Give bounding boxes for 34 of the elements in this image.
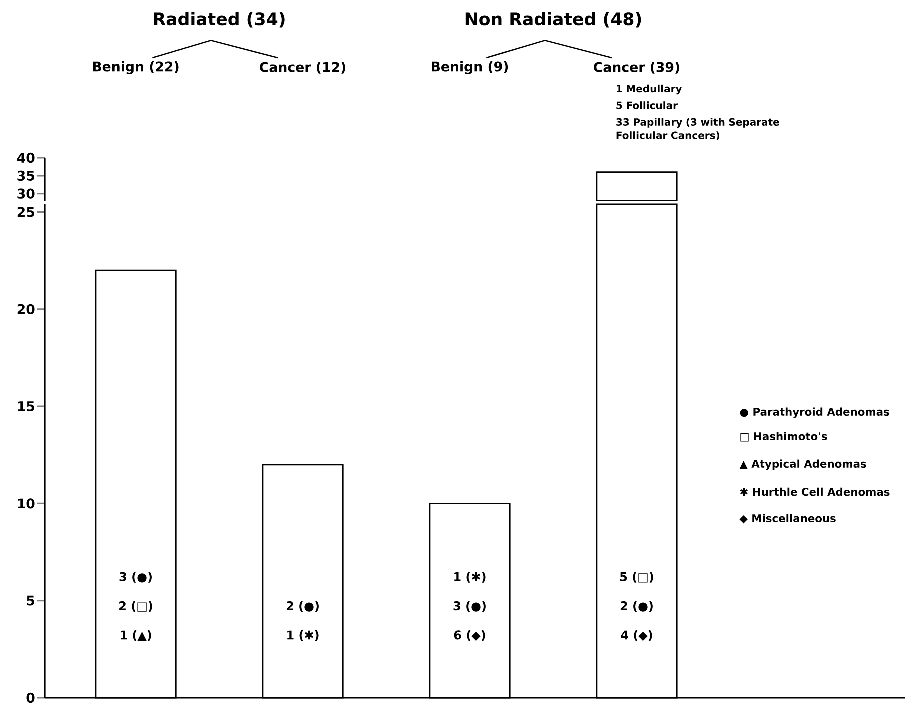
text: ◆ Miscellaneous <box>740 514 836 524</box>
y-tick-label: 0 <box>26 692 35 704</box>
y-tick-label: 10 <box>18 498 35 509</box>
y-tick-label: 35 <box>18 170 34 181</box>
text: ● Parathyroid Adenomas <box>740 408 890 418</box>
annotation: 6 (◆) <box>454 630 486 642</box>
y-tick-label: 15 <box>18 402 34 412</box>
text: Non Radiated (48) <box>466 12 642 28</box>
annotation: 1 (✱) <box>288 630 319 642</box>
annotation: 5 (□) <box>620 572 654 583</box>
text: 33 Papillary (3 with Separate Follicular Cancers) <box>616 118 780 140</box>
annotation: 3 (●) <box>120 572 152 583</box>
text: 5 Follicular <box>616 102 678 110</box>
category-label: Benign (22) <box>93 61 179 74</box>
annotation: 2 (●) <box>620 601 653 612</box>
text: 1 Medullary <box>617 84 682 95</box>
y-tick-label: 30 <box>18 188 35 199</box>
y-tick-label: 5 <box>27 596 34 606</box>
y-tick-label: 25 <box>18 207 34 218</box>
text: □ Hashimoto's <box>740 432 828 442</box>
text: ✱ Hurthle Cell Adenomas <box>740 488 890 496</box>
category-label: Cancer (12) <box>260 62 346 74</box>
category-label: Cancer (39) <box>594 62 680 74</box>
annotation: 4 (◆) <box>621 630 652 642</box>
text: Radiated (34) <box>154 12 285 28</box>
annotation: 2 (□) <box>120 601 152 612</box>
annotation: 3 (●) <box>454 601 486 612</box>
category-label: Benign (9) <box>432 61 508 74</box>
y-tick-label: 20 <box>18 304 35 314</box>
text: ▲ Atypical Adenomas <box>740 460 866 470</box>
annotation: 1 (✱) <box>454 572 486 583</box>
annotation: 1 (▲) <box>121 630 152 642</box>
y-tick-label: 40 <box>17 152 35 164</box>
annotation: 2 (●) <box>286 601 319 612</box>
